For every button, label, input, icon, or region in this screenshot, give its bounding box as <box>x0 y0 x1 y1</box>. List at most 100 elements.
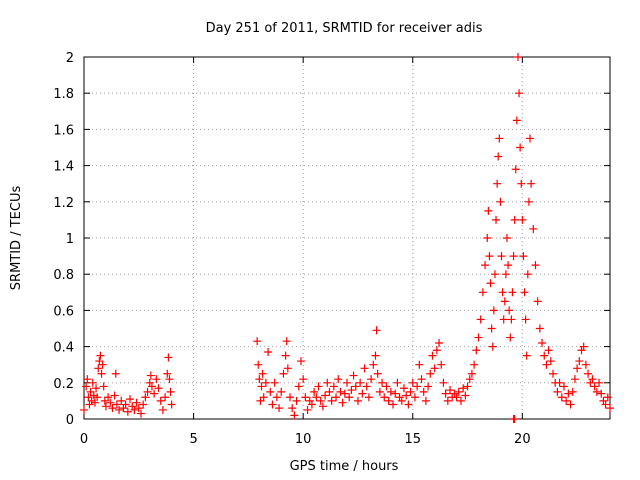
data-point <box>307 400 316 409</box>
data-point <box>104 393 113 402</box>
data-point <box>498 288 507 297</box>
data-point <box>318 402 327 411</box>
data-point <box>164 353 173 362</box>
data-point <box>259 393 268 402</box>
data-point <box>505 306 514 315</box>
chart-title: Day 251 of 2011, SRMTID for receiver adi… <box>206 21 483 36</box>
data-point <box>529 224 538 233</box>
data-point <box>275 404 284 413</box>
data-point <box>119 404 128 413</box>
data-point <box>590 382 599 391</box>
data-point <box>261 378 270 387</box>
data-point <box>599 396 608 405</box>
data-point <box>519 252 528 261</box>
data-point <box>488 342 497 351</box>
data-point <box>595 378 604 387</box>
y-axis-label: SRMTID / TECUs <box>9 186 24 291</box>
data-point <box>485 252 494 261</box>
data-point <box>428 351 437 360</box>
data-point <box>312 393 321 402</box>
data-point <box>281 351 290 360</box>
data-point <box>483 234 492 242</box>
data-point <box>95 357 104 366</box>
data-point <box>446 386 455 395</box>
data-point <box>481 261 490 270</box>
data-point <box>349 371 358 380</box>
data-point <box>603 393 612 402</box>
data-point <box>96 351 105 360</box>
data-point <box>338 398 347 407</box>
data-point <box>347 386 356 395</box>
data-point <box>555 378 564 387</box>
data-point <box>82 382 91 391</box>
data-point <box>463 382 472 391</box>
data-point <box>364 393 373 402</box>
data-point <box>470 360 479 369</box>
data-point <box>117 396 126 405</box>
data-point <box>557 393 566 402</box>
data-point <box>417 375 426 384</box>
tick-labels: 0 5 10 15 20 0 0.2 0.4 0.6 0.8 1 1.2 1.4 1.6 1.8 2 <box>53 51 530 447</box>
data-point <box>484 206 493 215</box>
data-point <box>130 405 139 414</box>
data-point <box>496 197 505 206</box>
data-point <box>268 400 277 409</box>
data-point <box>112 400 121 409</box>
y-tick-label: 1.4 <box>53 160 74 175</box>
y-tick-label: 0.8 <box>53 268 74 283</box>
data-point <box>292 396 301 405</box>
data-point <box>570 375 579 384</box>
data-point <box>139 400 148 409</box>
data-point <box>288 404 297 413</box>
data-point <box>450 389 459 398</box>
data-point <box>522 351 531 360</box>
data-point <box>527 179 536 188</box>
data-point <box>553 387 562 396</box>
data-point <box>340 389 349 398</box>
data-point <box>395 393 404 402</box>
data-point <box>152 375 161 384</box>
x-axis-label: GPS time / hours <box>290 459 399 474</box>
data-point <box>533 297 542 306</box>
data-point <box>351 382 360 391</box>
data-point <box>419 387 428 396</box>
data-point <box>497 252 506 261</box>
data-point <box>92 384 101 393</box>
data-point <box>314 382 323 391</box>
data-point <box>581 360 590 369</box>
data-point <box>399 384 408 393</box>
data-point <box>564 389 573 398</box>
data-point <box>141 393 150 402</box>
data-point <box>325 387 334 396</box>
data-point <box>493 179 502 188</box>
data-point <box>588 375 597 384</box>
data-point <box>546 357 555 366</box>
data-point <box>432 346 441 355</box>
x-tick-label: 10 <box>295 432 312 447</box>
data-point <box>83 375 92 384</box>
data-point <box>362 382 371 391</box>
data-point <box>566 400 575 409</box>
data-point <box>108 404 117 413</box>
data-point <box>494 152 503 161</box>
data-point <box>454 387 463 396</box>
data-point <box>402 391 411 400</box>
data-point <box>424 382 433 391</box>
data-point <box>410 393 419 402</box>
data-point <box>86 387 95 396</box>
data-point <box>99 382 108 391</box>
data-point <box>577 346 586 355</box>
data-point <box>513 53 522 61</box>
data-point <box>373 369 382 378</box>
data-point <box>257 382 266 391</box>
data-point <box>538 338 547 347</box>
x-tick-label: 0 <box>80 432 88 447</box>
data-point <box>111 369 120 378</box>
data-point <box>87 396 96 405</box>
x-tick-label: 15 <box>404 432 421 447</box>
data-point <box>323 378 332 387</box>
data-point <box>408 378 417 387</box>
data-point <box>435 338 444 347</box>
data-point <box>90 398 99 407</box>
data-point <box>562 396 571 405</box>
